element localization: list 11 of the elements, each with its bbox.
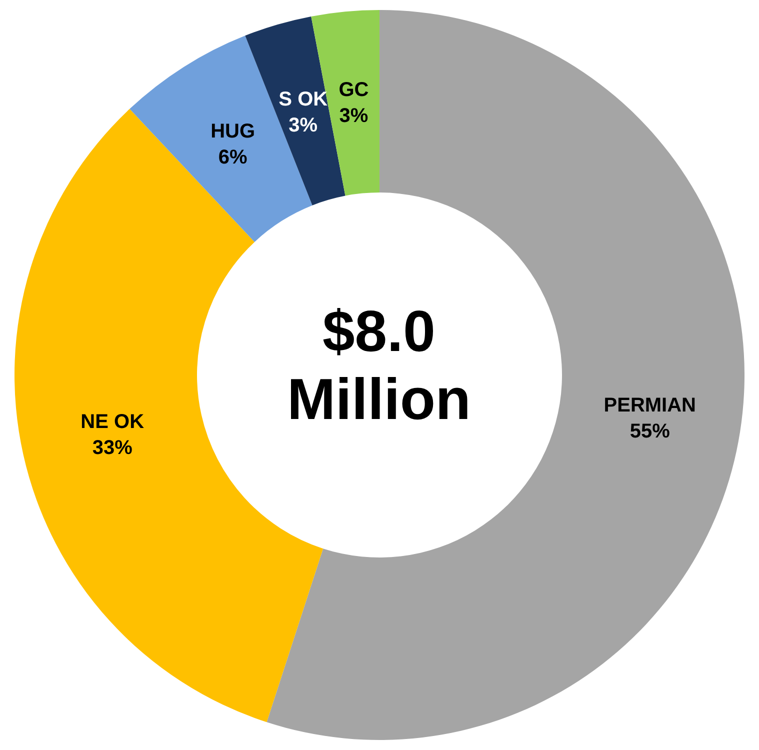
data-label: 33% (92, 437, 133, 460)
data-label: 3% (288, 114, 318, 137)
slice-label: GC (338, 78, 369, 101)
data-label: 3% (339, 104, 368, 127)
slice-label: NE OK (80, 411, 145, 434)
text: $8.0 Million (286, 298, 472, 434)
data-label: 6% (218, 146, 248, 168)
data-label: 55% (630, 420, 670, 442)
slice-label: S OK (278, 88, 328, 111)
slice-label: HUG (210, 120, 256, 142)
slice-label: PERMIAN (604, 394, 696, 416)
